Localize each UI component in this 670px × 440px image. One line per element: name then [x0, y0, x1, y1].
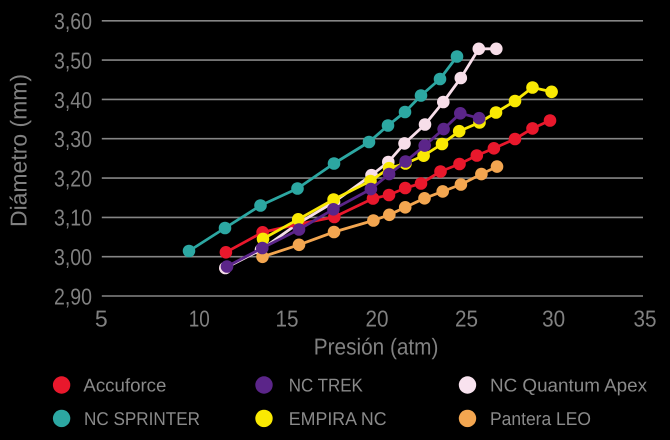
svg-text:Accuforce: Accuforce	[83, 375, 166, 396]
svg-text:3,20: 3,20	[54, 165, 92, 191]
svg-text:3,60: 3,60	[54, 8, 92, 34]
svg-text:EMPIRA NC: EMPIRA NC	[289, 408, 387, 429]
svg-text:2,90: 2,90	[54, 283, 92, 309]
svg-text:3,50: 3,50	[54, 48, 92, 74]
svg-text:NC TREK: NC TREK	[289, 375, 364, 396]
svg-text:10: 10	[189, 306, 210, 332]
svg-text:3,00: 3,00	[54, 244, 92, 270]
svg-text:Presión (atm): Presión (atm)	[314, 333, 439, 359]
svg-text:Diámetro (mm): Diámetro (mm)	[6, 74, 32, 227]
svg-text:25: 25	[455, 306, 478, 332]
svg-text:20: 20	[366, 306, 389, 332]
svg-text:3,10: 3,10	[54, 205, 92, 231]
svg-text:3,30: 3,30	[54, 126, 92, 152]
svg-text:Pantera LEO: Pantera LEO	[490, 408, 591, 429]
svg-text:5: 5	[95, 306, 108, 332]
svg-text:NC SPRINTER: NC SPRINTER	[84, 408, 200, 429]
svg-text:NC Quantum Apex: NC Quantum Apex	[490, 375, 648, 396]
svg-text:3,40: 3,40	[54, 87, 92, 113]
svg-text:15: 15	[276, 306, 299, 332]
svg-text:35: 35	[634, 306, 657, 332]
svg-text:30: 30	[542, 306, 565, 332]
